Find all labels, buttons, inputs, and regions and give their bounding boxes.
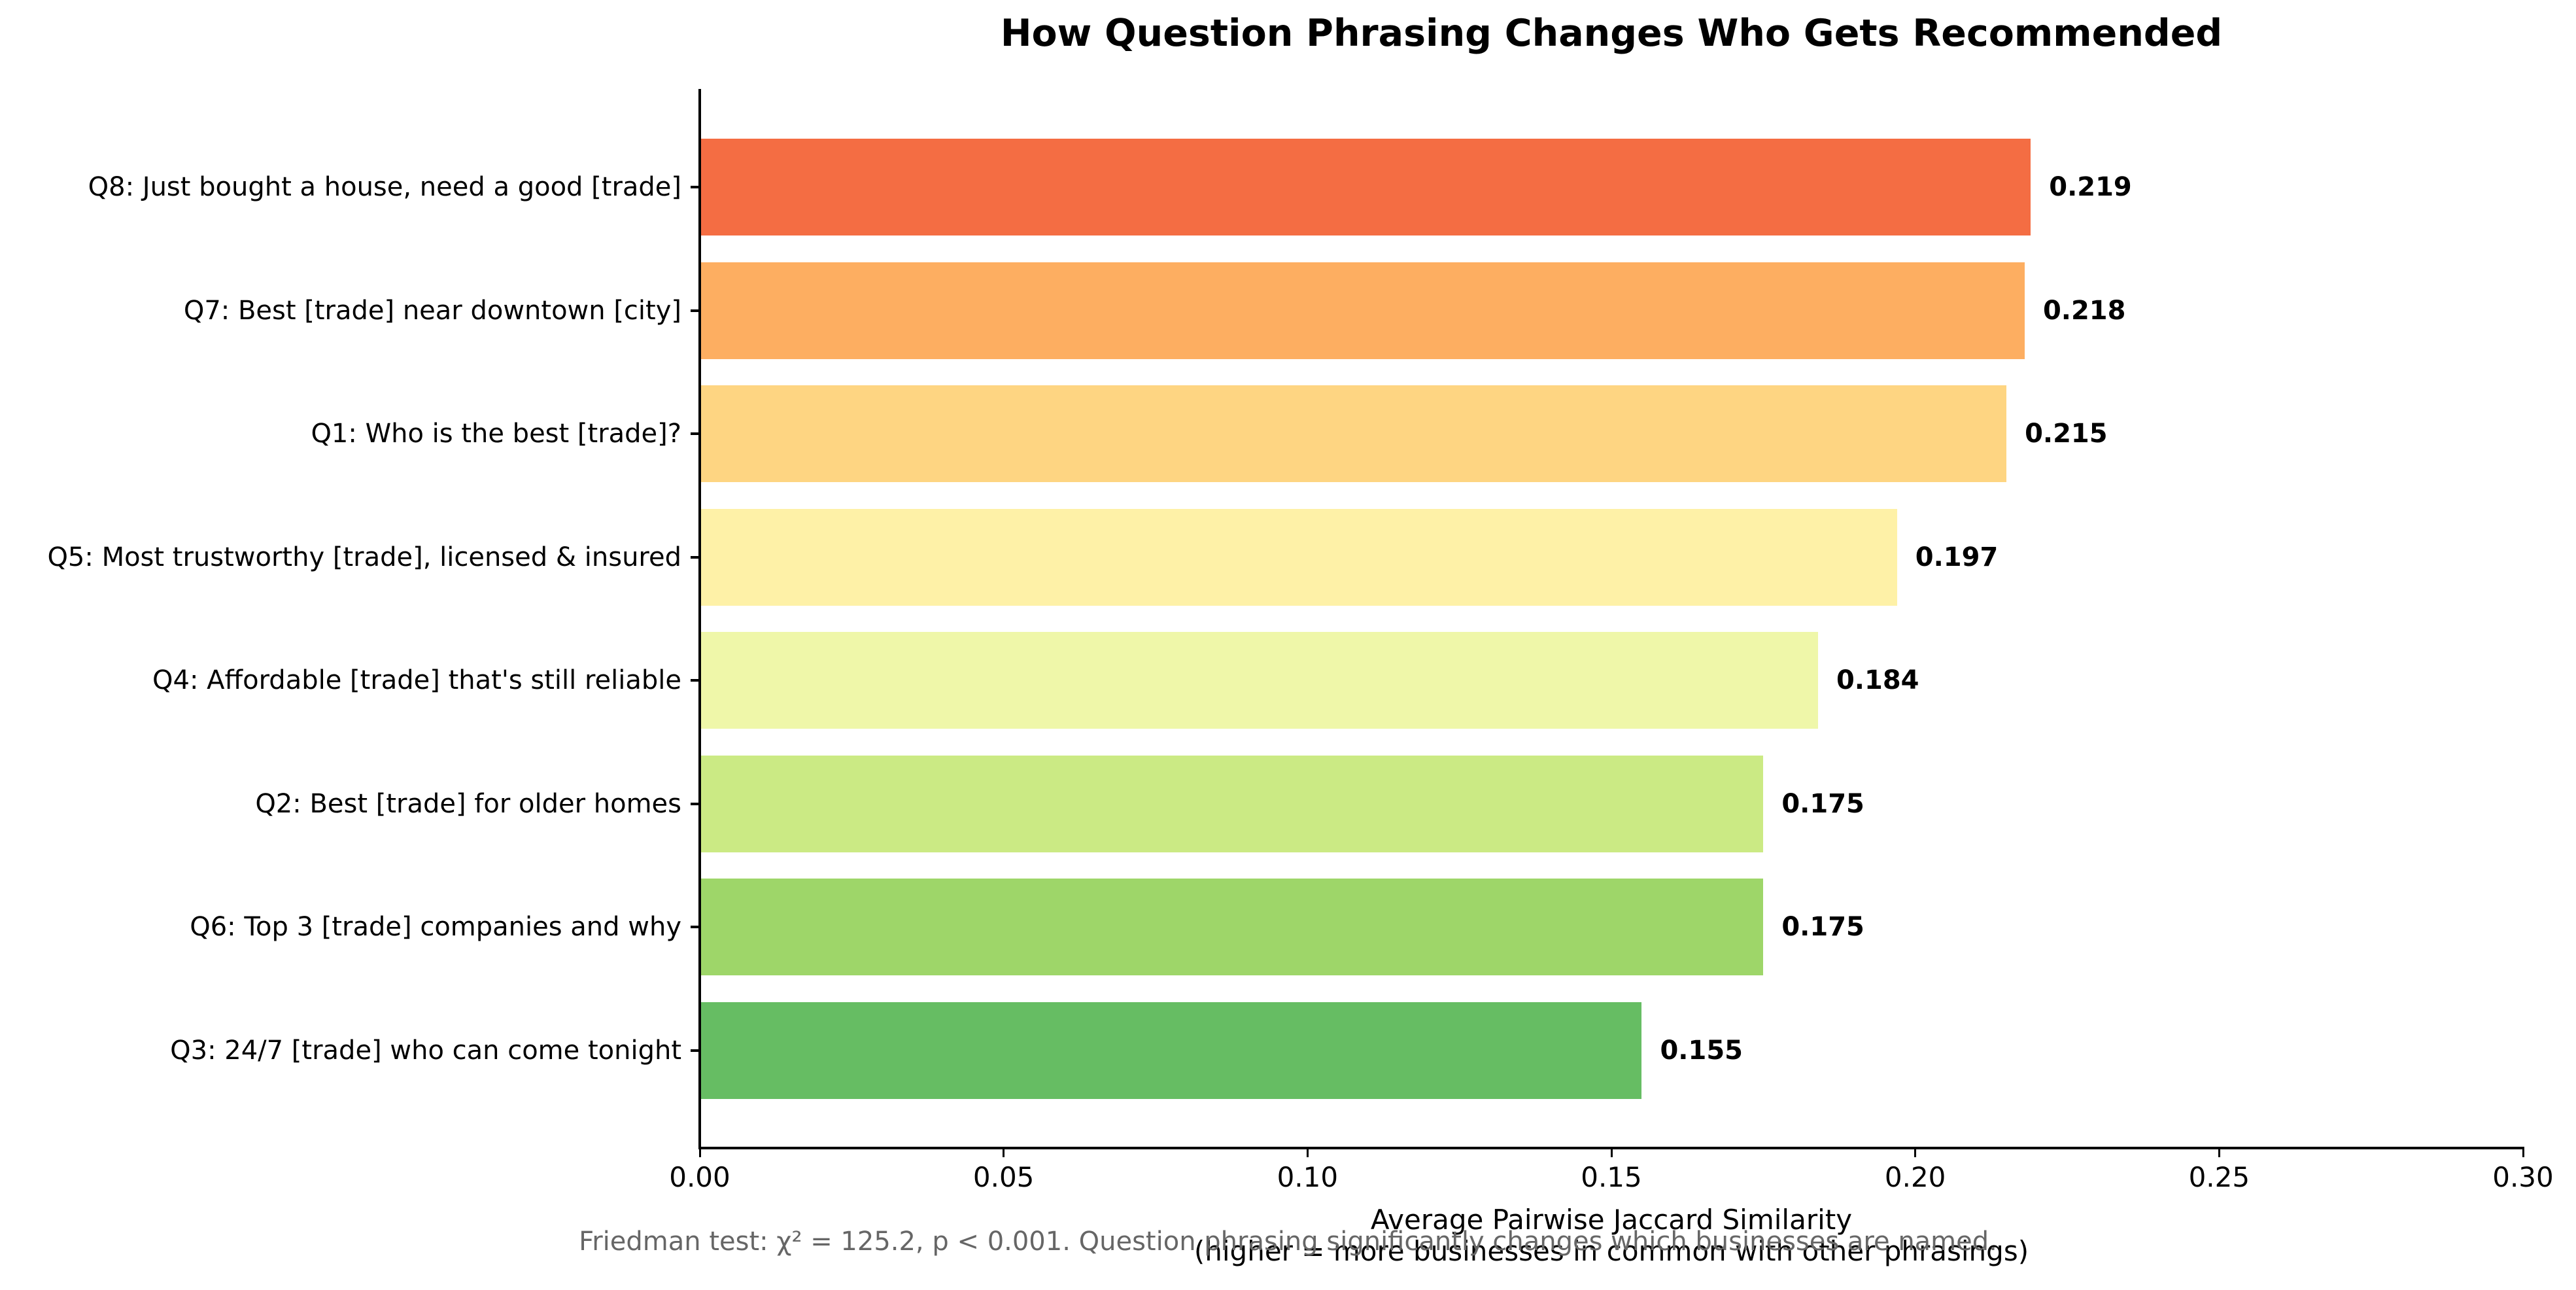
- x-tick-label: 0.15: [1581, 1161, 1642, 1193]
- x-tick-mark: [2522, 1148, 2524, 1157]
- category-label: Q7: Best [trade] near downtown [city]: [183, 295, 681, 326]
- bar: [700, 139, 2031, 235]
- statistical-footnote: Friedman test: χ² = 125.2, p < 0.001. Qu…: [579, 1227, 1997, 1257]
- bar-value-label: 0.175: [1781, 912, 1864, 942]
- bar: [700, 879, 1764, 975]
- x-tick-label: 0.05: [972, 1161, 1035, 1193]
- y-tick-mark: [691, 186, 700, 188]
- chart-title: How Question Phrasing Changes Who Gets R…: [1000, 12, 2223, 55]
- bar-value-label: 0.218: [2042, 295, 2126, 326]
- bar: [700, 1002, 1642, 1099]
- bar-value-label: 0.155: [1660, 1035, 1743, 1066]
- bar-value-label: 0.219: [2049, 172, 2132, 202]
- x-tick-mark: [2218, 1148, 2220, 1157]
- bar-value-label: 0.175: [1781, 788, 1864, 819]
- x-tick-mark: [1914, 1148, 1917, 1157]
- category-label: Q8: Just bought a house, need a good [tr…: [88, 172, 681, 202]
- y-tick-mark: [691, 1049, 700, 1052]
- y-tick-mark: [691, 309, 700, 312]
- category-label: Q3: 24/7 [trade] who can come tonight: [170, 1035, 681, 1066]
- bar: [700, 508, 1897, 606]
- x-tick-label: 0.10: [1277, 1161, 1339, 1193]
- y-axis-line: [698, 89, 701, 1149]
- x-tick-mark: [1003, 1148, 1005, 1157]
- bar-value-label: 0.197: [1915, 542, 1999, 572]
- bar-value-label: 0.215: [2025, 419, 2108, 449]
- category-label: Q6: Top 3 [trade] companies and why: [190, 912, 681, 942]
- category-label: Q4: Affordable [trade] that's still reli…: [152, 665, 681, 695]
- x-tick-label: 0.20: [1884, 1161, 1946, 1193]
- x-axis-label: Average Pairwise Jaccard Similarity: [1370, 1204, 1853, 1236]
- bar-value-label: 0.184: [1836, 665, 1919, 695]
- bar: [700, 262, 2025, 359]
- y-tick-mark: [691, 926, 700, 928]
- y-tick-mark: [691, 802, 700, 805]
- x-tick-label: 0.00: [669, 1161, 730, 1193]
- y-tick-mark: [691, 679, 700, 682]
- y-tick-mark: [691, 555, 700, 559]
- bar: [700, 632, 1818, 729]
- x-tick-label: 0.25: [2188, 1161, 2250, 1193]
- y-tick-mark: [691, 432, 700, 435]
- x-tick-mark: [1306, 1148, 1309, 1157]
- plot-area: 0.219 0.218 0.215 0.197 0.184 0.175 0.175 0.155: [700, 89, 2523, 1148]
- category-label: Q5: Most trustworthy [trade], licensed &…: [47, 542, 681, 572]
- bar: [700, 755, 1764, 852]
- category-label: Q2: Best [trade] for older homes: [255, 788, 681, 819]
- bar: [700, 385, 2007, 482]
- x-tick-mark: [1610, 1148, 1613, 1157]
- x-tick-label: 0.30: [2492, 1161, 2554, 1193]
- category-label: Q1: Who is the best [trade]?: [311, 419, 681, 449]
- x-tick-mark: [698, 1148, 701, 1157]
- x-axis-label-subtitle: (higher = more businesses in common with…: [1194, 1235, 2029, 1267]
